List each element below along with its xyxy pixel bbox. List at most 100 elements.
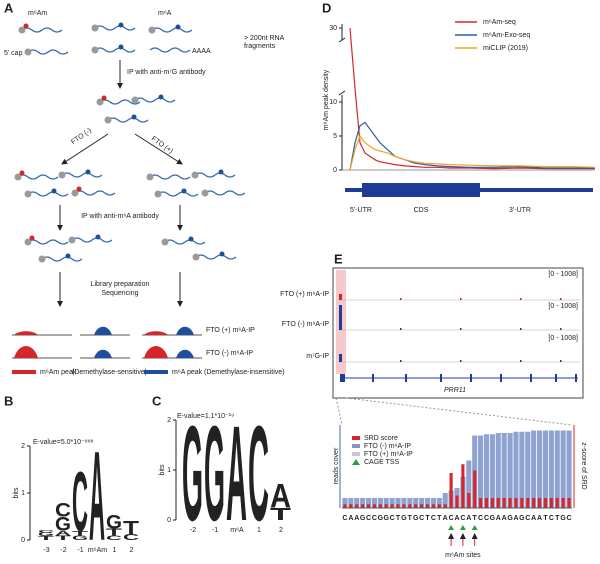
exon: [575, 374, 577, 382]
rna-fragment: [21, 27, 63, 33]
sequence-letter: T: [473, 515, 478, 522]
x-tick-label: 1: [257, 527, 261, 534]
coverage-bar: [466, 460, 472, 508]
peak: [94, 326, 112, 335]
rna-fragment: [157, 191, 199, 197]
rna-fragment: [94, 47, 136, 53]
srd-bar: [508, 498, 512, 508]
legend-label: miCLIP (2019): [483, 45, 528, 52]
letter: A: [226, 397, 247, 549]
coverage-bar: [566, 430, 572, 508]
exon: [372, 374, 374, 382]
panel-letter: E: [334, 251, 343, 266]
srd-bar: [549, 498, 553, 508]
panel-letter: C: [152, 393, 162, 408]
m6a-mark: [175, 24, 181, 30]
letter: T: [38, 535, 54, 541]
logo-letter: C: [38, 529, 54, 533]
track-peak: [400, 360, 402, 362]
srd-bar: [555, 498, 559, 508]
logo-letter: C: [248, 397, 269, 549]
logo-letter: T: [270, 505, 291, 524]
srd-bar: [343, 504, 347, 508]
letter: G: [72, 534, 88, 541]
sequence-letter: T: [408, 515, 413, 522]
peak: [14, 331, 38, 335]
coverage-bar: [342, 498, 348, 508]
track-peak: [520, 360, 522, 362]
srd-bar: [514, 498, 518, 508]
srd-bar: [443, 504, 447, 508]
coverage-bar: [377, 498, 383, 508]
peak: [14, 346, 38, 358]
track-range: [0 - 1008]: [548, 271, 578, 278]
letter: T: [106, 526, 122, 537]
sequence-letter: C: [478, 515, 483, 522]
sequence-letter: A: [466, 515, 471, 522]
zoom-line: [345, 397, 573, 426]
letter: A: [270, 476, 291, 515]
srd-bar: [366, 504, 371, 508]
coverage-bar: [537, 430, 543, 508]
track-label: FTO (+) m⁶A-IP: [280, 291, 329, 298]
gene-name: PRR11: [444, 387, 466, 394]
srd-bar: [431, 504, 435, 508]
series-line: [349, 27, 595, 170]
srd-bar: [467, 493, 471, 508]
m6a-mark: [131, 114, 137, 120]
x-tick-label: m⁶A: [230, 527, 244, 534]
m6a-mark: [158, 94, 164, 100]
logo-letter: T: [55, 534, 72, 541]
srd-bar: [420, 504, 424, 508]
label: fragments: [244, 43, 276, 50]
m6a-mark: [219, 251, 225, 257]
letter: A: [89, 426, 105, 564]
logo-letter: T: [106, 526, 122, 537]
logo-letter: T: [38, 535, 54, 541]
rna-fragment: [149, 174, 191, 180]
srd-bar: [408, 504, 412, 508]
y-axis-label: bits: [13, 487, 20, 498]
region-label: 3'-UTR: [509, 207, 531, 214]
label: > 200nt RNA: [244, 35, 285, 42]
srd-bar: [390, 504, 394, 508]
sequence-letter: T: [543, 515, 548, 522]
logo-letter: G: [55, 513, 71, 535]
cap: [201, 189, 209, 197]
cap: [96, 98, 104, 106]
coverage-bar: [365, 498, 372, 508]
sequence-letter: G: [360, 515, 366, 522]
coverage-bar: [395, 498, 401, 508]
rna-fragment: [71, 237, 113, 243]
letter: C: [38, 529, 54, 533]
track-peak: [460, 360, 462, 362]
letter: T: [123, 517, 139, 539]
label: FTO (+) m⁶A-IP: [206, 327, 255, 334]
peak: [176, 326, 194, 335]
rna-fragment: [61, 172, 103, 178]
label: FTO (-) m⁶A-IP: [206, 350, 253, 357]
panel-letter: D: [322, 0, 331, 15]
sequence-letter: G: [490, 515, 496, 522]
srd-bar: [473, 470, 477, 508]
x-tick-label: 1: [113, 547, 117, 554]
srd-bar: [461, 464, 465, 508]
label: FTO (-): [70, 127, 93, 146]
srd-bar: [396, 504, 400, 508]
coverage-bar: [360, 498, 366, 508]
y-tick-label: 2: [167, 417, 171, 424]
sequence-letter: C: [431, 515, 436, 522]
exon: [405, 374, 407, 382]
sequence-letter: G: [384, 515, 390, 522]
rna-fragment: [195, 254, 237, 260]
rna-fragment: [27, 239, 69, 245]
logo-letter: G: [106, 511, 122, 533]
legend-label: m⁶Am-seq: [483, 19, 516, 26]
letter: G: [106, 511, 122, 533]
letter: C: [72, 455, 88, 549]
letter: C: [55, 499, 71, 521]
exon: [340, 374, 345, 382]
sequence-letter: A: [531, 515, 536, 522]
sequence-letter: G: [378, 515, 384, 522]
arrow: [61, 133, 109, 165]
